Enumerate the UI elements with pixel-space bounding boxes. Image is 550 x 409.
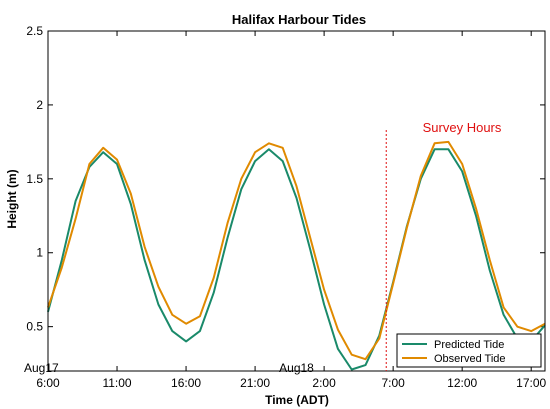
x-axis-label: Time (ADT)	[265, 393, 329, 407]
survey-hours-label: Survey Hours	[423, 120, 502, 135]
legend: Predicted Tide Observed Tide	[396, 333, 542, 368]
y-axis-label: Height (m)	[5, 169, 19, 228]
y-tick-label: 1	[36, 246, 43, 260]
y-tick-label: 1.5	[26, 172, 43, 186]
annotations: Survey Hours	[385, 120, 502, 371]
y-tick-label: 0.5	[26, 320, 43, 334]
x-tick-label: 7:00	[381, 376, 405, 390]
date-label: Aug17	[24, 361, 59, 375]
x-tick-label: 16:00	[171, 376, 201, 390]
series-line-observed-tide	[47, 140, 546, 361]
legend-label: Observed Tide	[434, 353, 506, 365]
x-tick-label: 12:00	[447, 376, 477, 390]
date-label: Aug18	[279, 361, 314, 375]
axis-ticks: 0.5 1 1.5 2 2.5 6:00 11:00 16:00 21:00 2:00 7:00 12…	[24, 24, 547, 390]
y-tick-label: 2	[36, 98, 43, 112]
x-tick-label: 21:00	[240, 376, 270, 390]
legend-box	[396, 333, 542, 368]
chart-title: Halifax Harbour Tides	[232, 12, 366, 27]
x-tick-label: 11:00	[102, 376, 131, 390]
x-tick-label: 6:00	[36, 376, 60, 390]
plot-area	[47, 140, 546, 371]
series-line-predicted-tide	[47, 148, 546, 371]
legend-label: Predicted Tide	[434, 339, 504, 351]
y-tick-label: 2.5	[26, 24, 43, 38]
x-tick-label: 2:00	[312, 376, 336, 390]
plot-frame	[47, 30, 546, 372]
x-tick-label: 17:00	[516, 376, 546, 390]
